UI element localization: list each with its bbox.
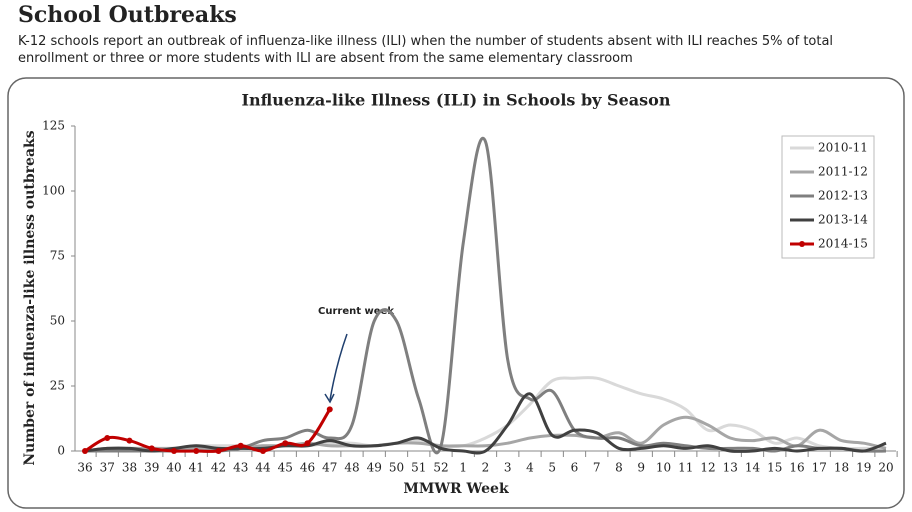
y-tick-label: 25 [50, 379, 65, 393]
data-point [326, 406, 333, 413]
x-tick-label: 13 [723, 461, 738, 475]
y-tick-label: 100 [42, 184, 65, 198]
x-tick-label: 37 [100, 461, 115, 475]
x-tick-label: 4 [526, 461, 534, 475]
chart-frame [7, 77, 905, 509]
y-tick-label: 0 [57, 444, 65, 458]
x-tick-label: 47 [322, 461, 337, 475]
series-line [84, 376, 886, 453]
x-tick-label: 6 [571, 461, 579, 475]
legend-label: 2013-14 [818, 213, 868, 227]
data-point [148, 445, 155, 452]
x-tick-label: 19 [856, 461, 871, 475]
legend-marker [799, 241, 805, 247]
x-tick-label: 44 [255, 461, 271, 475]
x-tick-label: 52 [433, 461, 448, 475]
annotation-arrowhead [324, 393, 335, 404]
data-point [282, 440, 289, 447]
data-point [260, 448, 266, 454]
data-point [237, 442, 244, 449]
x-tick-label: 14 [745, 461, 761, 475]
legend-label: 2014-15 [818, 237, 868, 251]
y-tick-label: 75 [50, 249, 65, 263]
data-point [171, 448, 177, 454]
y-tick-label: 50 [50, 314, 65, 328]
annotation: Current week [318, 306, 394, 317]
x-tick-label: 48 [344, 461, 359, 475]
x-tick-label: 40 [166, 461, 181, 475]
x-tick-label: 50 [389, 461, 404, 475]
page-description: K-12 schools report an outbreak of influ… [18, 34, 834, 66]
data-point [215, 448, 222, 454]
y-tick-label: 125 [42, 119, 65, 133]
series-line [84, 137, 887, 455]
x-tick-label: 15 [767, 461, 782, 475]
x-tick-label: 51 [411, 461, 426, 475]
legend-label: 2012-13 [818, 189, 868, 203]
x-tick-label: 9 [637, 461, 645, 475]
x-tick-label: 16 [789, 461, 804, 475]
data-point [126, 437, 133, 444]
x-tick-label: 5 [548, 461, 556, 475]
x-tick-label: 39 [144, 461, 159, 475]
x-tick-label: 10 [656, 461, 671, 475]
x-tick-label: 36 [77, 461, 92, 475]
data-point [104, 435, 111, 441]
x-tick-label: 38 [122, 461, 137, 475]
y-axis-label: Number of influenza-like illness outbrea… [22, 130, 38, 465]
x-tick-label: 8 [615, 461, 623, 475]
x-tick-label: 41 [189, 461, 204, 475]
x-tick-label: 18 [834, 461, 849, 475]
x-tick-label: 7 [593, 461, 601, 475]
x-tick-label: 17 [812, 461, 827, 475]
annotation-arrow [329, 333, 348, 401]
x-tick-label: 2 [482, 461, 490, 475]
data-point [304, 440, 311, 447]
page-title: School Outbreaks [18, 2, 237, 28]
x-tick-label: 12 [700, 461, 715, 475]
x-axis-label: MMWR Week [403, 481, 509, 497]
data-point [193, 448, 200, 454]
x-tick-label: 3 [504, 461, 512, 475]
legend-label: 2011-12 [818, 165, 868, 179]
x-tick-label: 11 [678, 461, 693, 475]
x-tick-label: 49 [367, 461, 382, 475]
x-tick-label: 42 [211, 461, 226, 475]
x-tick-label: 45 [278, 461, 293, 475]
x-tick-label: 1 [459, 461, 467, 475]
chart-title: Influenza-like Illness (ILI) in Schools … [242, 91, 671, 110]
x-tick-label: 43 [233, 461, 248, 475]
x-tick-label: 20 [878, 461, 893, 475]
data-point [82, 448, 88, 454]
x-tick-label: 46 [300, 461, 315, 475]
legend-label: 2010-11 [818, 141, 868, 155]
